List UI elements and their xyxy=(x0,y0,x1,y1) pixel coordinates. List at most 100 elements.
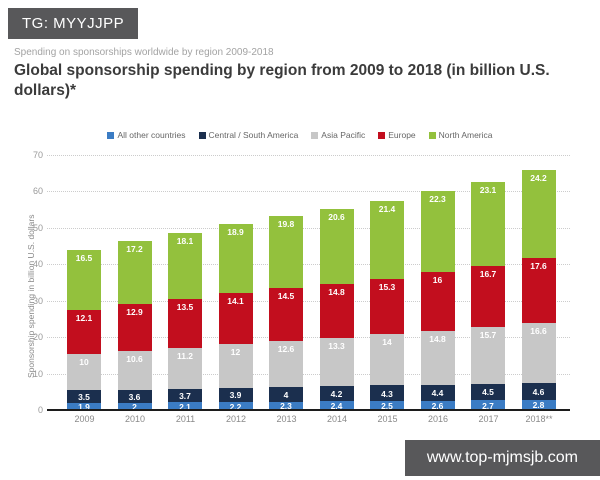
bar-value-label: 14.1 xyxy=(227,295,244,306)
bar-segment: 2.1 xyxy=(168,402,202,412)
bar-segment: 4.2 xyxy=(319,385,354,402)
legend-swatch-icon xyxy=(311,131,319,139)
x-tick-label: 2014 xyxy=(326,414,348,424)
bar-segment: 2.5 xyxy=(370,400,404,411)
bar-segment: 3.5 xyxy=(67,390,101,404)
bar-value-label: 2.7 xyxy=(482,400,494,411)
bar-value-label: 2.2 xyxy=(229,401,242,412)
x-tick-label: 2018** xyxy=(525,414,553,424)
bar-segment: 15.7 xyxy=(471,326,505,384)
bar-value-label: 22.3 xyxy=(429,194,446,205)
legend-item: North America xyxy=(428,130,493,140)
bar-segment: 21.4 xyxy=(370,200,404,279)
bar-value-label: 24.2 xyxy=(530,173,547,184)
bar-value-label: 20.6 xyxy=(328,211,345,222)
bar-value-label: 19.8 xyxy=(277,219,295,230)
legend-item: All other countries xyxy=(107,130,186,140)
bar-value-label: 2.5 xyxy=(381,400,393,411)
bar-segment: 2.2 xyxy=(218,401,253,412)
bar-value-label: 16.5 xyxy=(75,252,93,263)
bar-value-label: 23.1 xyxy=(479,184,497,195)
bar-value-label: 2.3 xyxy=(280,401,292,412)
bar-segment: 3.9 xyxy=(218,387,253,402)
bar-value-label: 14.8 xyxy=(429,333,446,344)
y-tick-label: 50 xyxy=(32,222,43,233)
bar-segment: 24.2 xyxy=(521,170,556,259)
x-tick-label: 2011 xyxy=(175,414,196,424)
gridline xyxy=(47,155,570,156)
bar-value-label: 4.3 xyxy=(381,388,393,399)
bar-value-label: 2.8 xyxy=(532,400,545,411)
bar-segment: 14.8 xyxy=(420,330,455,385)
bar-value-label: 3.5 xyxy=(78,392,90,403)
y-tick-label: 70 xyxy=(32,150,43,160)
bar-segment: 23.1 xyxy=(471,181,505,266)
bar-segment: 19.8 xyxy=(269,216,303,289)
bar-value-label: 12.6 xyxy=(277,344,295,355)
legend-swatch-icon xyxy=(378,131,386,139)
bar-value-label: 4.6 xyxy=(532,386,545,397)
bar-value-label: 12.9 xyxy=(126,307,143,318)
bar-segment: 16 xyxy=(420,272,455,331)
bar-value-label: 13.3 xyxy=(328,340,345,351)
bar-value-label: 4.2 xyxy=(330,389,343,400)
bar-value-label: 14.8 xyxy=(328,286,345,297)
legend-swatch-icon xyxy=(198,131,206,139)
bar-segment: 16.5 xyxy=(67,249,101,310)
legend-swatch-icon xyxy=(107,131,115,139)
bar-segment: 2.3 xyxy=(269,401,303,412)
bar-segment: 10 xyxy=(67,353,101,391)
chart-legend: All other countries Central / South Ameri… xyxy=(0,130,600,140)
bar-value-label: 18.1 xyxy=(176,235,194,246)
bar-value-label: 17.6 xyxy=(530,261,547,272)
bar-value-label: 15.7 xyxy=(479,329,497,340)
bar-segment: 18.1 xyxy=(168,232,202,299)
y-tick-label: 20 xyxy=(32,332,43,343)
bar-segment: 17.2 xyxy=(117,241,152,304)
legend-label: Asia Pacific xyxy=(321,130,366,140)
chart-subtitle: Spending on sponsorships worldwide by re… xyxy=(14,47,274,58)
bar-value-label: 10 xyxy=(79,356,89,367)
y-tick-label: 60 xyxy=(32,186,43,197)
bar-segment: 15.3 xyxy=(370,278,404,335)
bar-segment: 4.6 xyxy=(521,383,556,400)
legend-item: Europe xyxy=(378,130,416,140)
x-tick-label: 2016 xyxy=(427,414,449,424)
x-tick-label: 2012 xyxy=(225,414,247,424)
bar-segment: 3.7 xyxy=(168,388,202,403)
bar-segment: 14.1 xyxy=(218,292,253,345)
bar-segment: 3.6 xyxy=(117,389,152,403)
legend-item: Central / South America xyxy=(198,130,299,140)
plot-area: 0 10 20 30 40 50 60 70 1.9 3.5 10 12.1 16.5 2009 2 3.6 1… xyxy=(33,150,570,424)
x-axis-line xyxy=(47,409,570,411)
gridline xyxy=(47,337,570,339)
gridline xyxy=(47,300,570,302)
legend-item: Asia Pacific xyxy=(311,130,365,140)
footer-url: www.top-mjmsjb.com xyxy=(404,440,600,476)
legend-label: All other countries xyxy=(117,130,186,140)
gridline xyxy=(47,191,570,193)
bar-segment: 20.6 xyxy=(319,208,354,284)
bar-segment: 12.9 xyxy=(117,304,152,351)
bar-value-label: 11.2 xyxy=(176,351,194,362)
bar-value-label: 18.9 xyxy=(227,226,244,237)
bar-segment: 12.1 xyxy=(67,309,101,354)
bar-value-label: 12.1 xyxy=(75,312,93,323)
bar-segment: 17.6 xyxy=(521,258,556,323)
bar-value-label: 16.6 xyxy=(530,325,547,336)
legend-label: Central / South America xyxy=(208,130,299,140)
bar-segment: 2.7 xyxy=(471,400,505,411)
x-tick-label: 2017 xyxy=(478,414,499,424)
bar-value-label: 4 xyxy=(283,389,289,400)
page-title: Global sponsorship spending by region fr… xyxy=(14,62,550,100)
bar-value-label: 4.4 xyxy=(431,388,444,399)
bar-segment: 18.9 xyxy=(218,223,253,293)
bar-segment: 14.8 xyxy=(319,283,354,338)
watermark-badge: TG: MYYJJPP xyxy=(8,8,139,39)
bar-segment: 2 xyxy=(117,402,152,412)
legend-label: North America xyxy=(438,130,493,140)
gridline xyxy=(47,227,570,229)
bar-segment: 10.6 xyxy=(117,351,152,390)
bar-value-label: 21.4 xyxy=(378,203,396,214)
bar-segment: 11.2 xyxy=(168,348,202,389)
